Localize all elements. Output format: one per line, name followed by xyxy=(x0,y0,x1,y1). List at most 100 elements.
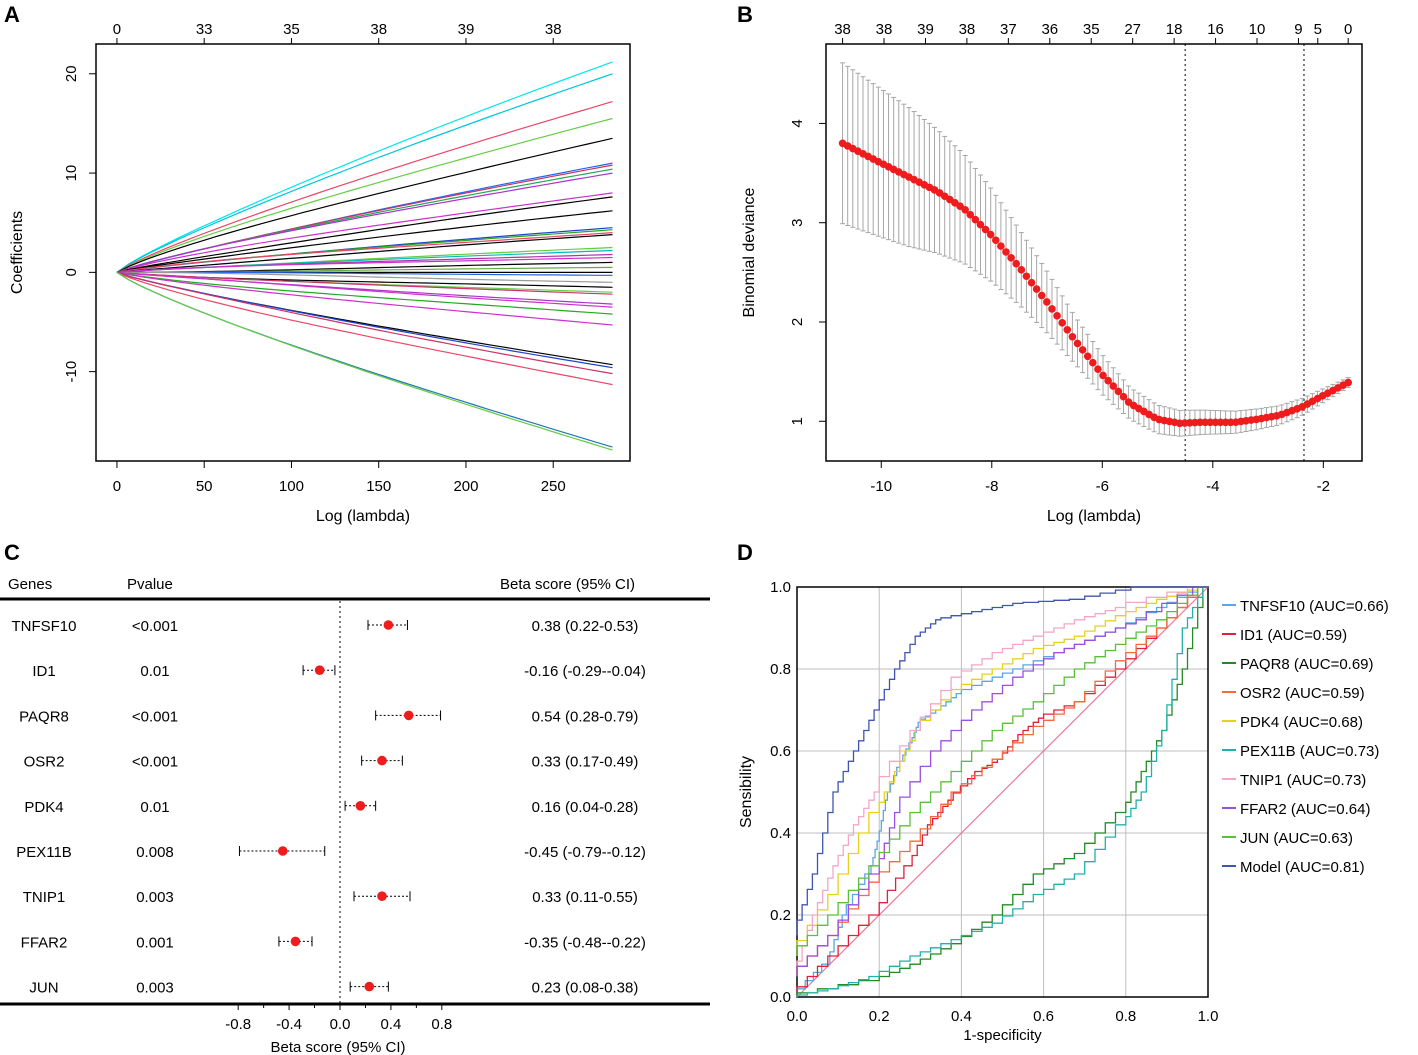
roc-curve-8 xyxy=(796,586,1208,956)
top-tick-label: 35 xyxy=(1083,21,1100,38)
deviance-point xyxy=(1078,346,1087,354)
deviance-point xyxy=(997,242,1005,250)
x-tick-label: 150 xyxy=(366,478,391,495)
y-axis-label: Coefficients xyxy=(9,211,26,294)
coefficient-path-8 xyxy=(116,172,613,273)
beta-label: 0.16 (0.04-0.28) xyxy=(532,799,639,816)
x-tick-label: 0.8 xyxy=(431,1016,452,1033)
y-tick-label: -10 xyxy=(63,361,80,383)
header-genes: Genes xyxy=(8,576,52,593)
beta-point xyxy=(277,846,288,856)
roc-curve-6 xyxy=(796,586,1208,977)
deviance-point xyxy=(1109,382,1118,390)
panel-label-a: A xyxy=(4,2,20,27)
y-tick-label: 3 xyxy=(789,219,806,227)
coefficient-path-14 xyxy=(116,232,613,273)
legend-label: PEX11B (AUC=0.73) xyxy=(1240,743,1379,760)
legend-label: TNIP1 (AUC=0.73) xyxy=(1240,772,1366,789)
deviance-point xyxy=(1017,266,1026,274)
coefficient-path-33 xyxy=(116,271,613,369)
x-axis-label: Beta score (95% CI) xyxy=(270,1039,405,1055)
beta-label: -0.35 (-0.48--0.22) xyxy=(524,934,646,951)
beta-point xyxy=(377,891,387,901)
deviance-point xyxy=(1012,259,1021,268)
coefficient-path-30 xyxy=(116,271,613,315)
y-tick-label: 0.2 xyxy=(770,907,791,924)
x-tick-label: -8 xyxy=(985,478,998,495)
deviance-point xyxy=(1037,291,1046,300)
y-tick-label: 0.6 xyxy=(770,743,791,760)
beta-label: 0.23 (0.08-0.38) xyxy=(532,980,639,997)
gene-name: FFAR2 xyxy=(21,934,68,951)
deviance-point xyxy=(971,215,980,224)
x-tick-label: -2 xyxy=(1317,478,1330,495)
beta-point xyxy=(290,936,301,947)
y-tick-label: 4 xyxy=(789,119,806,127)
top-tick-label: 9 xyxy=(1294,21,1302,38)
roc-curve-9 xyxy=(796,586,1208,936)
top-tick-label: 0 xyxy=(1344,21,1352,38)
legend-label: OSR2 (AUC=0.59) xyxy=(1240,685,1365,702)
y-tick-label: 2 xyxy=(789,318,806,326)
deviance-point xyxy=(1114,387,1123,396)
deviance-point xyxy=(1068,332,1077,341)
binomial-deviance-plot: -10 -8 -6 -4 -2 1 2 3 4 38 38 39 38 37 36 35 27 18 16 10 9 5 0… xyxy=(741,21,1363,525)
top-tick-label: 27 xyxy=(1124,21,1141,38)
beta-label: 0.54 (0.28-0.79) xyxy=(532,708,639,725)
beta-label: -0.16 (-0.29--0.04) xyxy=(524,663,646,680)
x-tick-label: -4 xyxy=(1206,478,1219,495)
y-axis-label: Binomial deviance xyxy=(741,187,758,317)
p-value: 0.001 xyxy=(136,934,174,951)
deviance-point xyxy=(1043,298,1051,306)
diagonal-reference xyxy=(796,586,1209,998)
legend-label: ID1 (AUC=0.59) xyxy=(1240,627,1347,644)
coefficient-path-37 xyxy=(116,271,613,451)
beta-point xyxy=(364,981,375,992)
beta-point xyxy=(355,801,366,811)
roc-curve-4 xyxy=(796,586,1208,956)
deviance-point xyxy=(1032,285,1041,293)
deviance-point xyxy=(1089,358,1097,367)
x-tick-label: 0.0 xyxy=(330,1016,351,1033)
top-tick-label: 38 xyxy=(370,21,387,38)
deviance-point xyxy=(1007,254,1015,262)
x-tick-label: -0.8 xyxy=(225,1016,251,1033)
coefficient-path-19 xyxy=(116,256,613,273)
legend-label: PDK4 (AUC=0.68) xyxy=(1240,714,1363,731)
plot-frame xyxy=(825,43,1363,462)
deviance-point xyxy=(1344,378,1352,387)
coefficient-path-27 xyxy=(116,271,613,295)
y-axis-label: Sensibility xyxy=(738,756,755,828)
deviance-point xyxy=(961,205,969,214)
top-tick-label: 5 xyxy=(1314,21,1322,38)
coefficient-path-34 xyxy=(116,271,613,375)
p-value: 0.008 xyxy=(136,844,174,861)
x-tick-label: 200 xyxy=(453,478,478,495)
coefficient-path-35 xyxy=(116,271,613,386)
y-tick-label: 0.4 xyxy=(770,825,791,842)
y-tick-label: 0.0 xyxy=(770,989,791,1006)
coefficient-path-31 xyxy=(116,271,613,326)
p-value: 0.01 xyxy=(140,799,169,816)
y-tick-label: 10 xyxy=(63,165,80,182)
p-value: 0.01 xyxy=(140,663,169,680)
x-tick-label: 0 xyxy=(113,478,121,495)
beta-point xyxy=(403,710,414,721)
beta-point xyxy=(383,620,394,630)
top-tick-label: 35 xyxy=(283,21,300,38)
beta-label: -0.45 (-0.79--0.12) xyxy=(524,844,646,861)
coefficient-path-2 xyxy=(116,101,613,273)
y-tick-label: 0 xyxy=(63,268,80,276)
deviance-point xyxy=(1027,278,1036,287)
deviance-point xyxy=(1063,326,1072,334)
coefficient-path-15 xyxy=(116,234,613,273)
deviance-point xyxy=(986,230,995,239)
coefficient-path-4 xyxy=(116,137,613,273)
plot-frame xyxy=(95,43,631,462)
x-tick-label: 0.6 xyxy=(1033,1008,1054,1025)
coefficient-path-0 xyxy=(116,61,613,273)
roc-curve-7 xyxy=(796,586,1208,977)
x-tick-label: 100 xyxy=(279,478,304,495)
